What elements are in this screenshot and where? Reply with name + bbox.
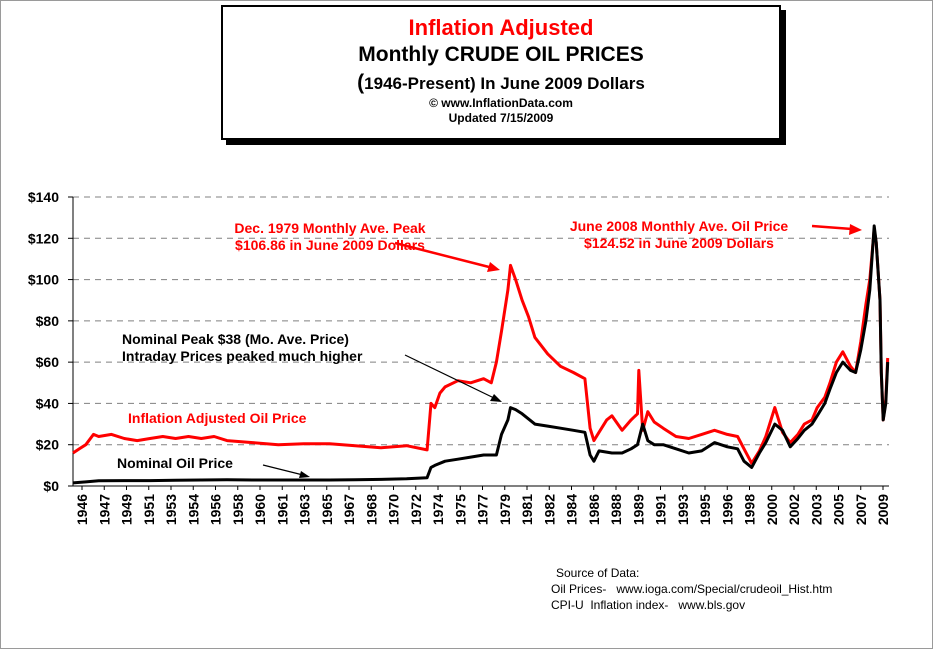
- x-tick-label: 1968: [363, 494, 379, 525]
- arrow-nominal-peak: [404, 354, 495, 399]
- label-inflation-adjusted-series: Inflation Adjusted Oil Price: [128, 410, 307, 426]
- x-tick-label: 1970: [386, 494, 402, 525]
- y-tick-label: $80: [36, 313, 60, 329]
- x-tick-label: 1953: [163, 494, 179, 525]
- x-tick-label: 2009: [875, 494, 891, 525]
- y-axis-labels: $0 $20 $40 $60 $80 $100 $120 $140: [28, 189, 59, 494]
- x-tick-label: 1996: [719, 494, 735, 525]
- x-tick-label: 1956: [208, 494, 224, 525]
- x-tick-label: 1989: [630, 494, 646, 525]
- x-tick-label: 2007: [853, 494, 869, 525]
- chart-title-line3-text: 1946-Present) In June 2009 Dollars: [364, 74, 645, 93]
- source-cpi: CPI-U Inflation index- www.bls.gov: [551, 598, 746, 612]
- chart-title-line3: (1946-Present) In June 2009 Dollars: [223, 71, 779, 95]
- title-box: Inflation Adjusted Monthly CRUDE OIL PRI…: [221, 5, 781, 140]
- x-tick-label: 1975: [452, 494, 468, 525]
- x-tick-label: 1974: [430, 494, 446, 525]
- annotation-2008-peak-line2: $124.52 in June 2009 Dollars: [584, 235, 774, 251]
- copyright-text: © www.InflationData.com: [429, 96, 573, 110]
- y-tick-label: $120: [28, 230, 59, 246]
- source-oil-prices: Oil Prices- www.ioga.com/Special/crudeoi…: [551, 582, 833, 596]
- x-tick-label: 2003: [808, 494, 824, 525]
- annotation-nominal-peak-line1: Nominal Peak $38 (Mo. Ave. Price): [122, 331, 349, 347]
- x-tick-label: 1949: [119, 494, 135, 525]
- x-tick-label: 1967: [341, 494, 357, 525]
- annotations: Dec. 1979 Monthly Ave. Peak $106.86 in J…: [117, 218, 862, 478]
- chart-title-line2: Monthly CRUDE OIL PRICES: [358, 43, 644, 66]
- x-tick-label: 1946: [74, 494, 90, 525]
- x-tick-label: 1998: [742, 494, 758, 525]
- x-tick-label: 1993: [675, 494, 691, 525]
- x-tick-label: 1991: [653, 494, 669, 525]
- annotation-nominal-peak-line2: Intraday Prices peaked much higher: [122, 348, 363, 364]
- x-tick-label: 1982: [541, 494, 557, 525]
- arrow-2008-peak: [811, 224, 853, 231]
- label-nominal-series: Nominal Oil Price: [117, 455, 233, 471]
- axes: [68, 196, 889, 490]
- x-tick-label: 1972: [408, 494, 424, 525]
- arrowhead-1979-peak: [487, 262, 500, 272]
- x-tick-label: 1981: [519, 494, 535, 525]
- x-tick-label: 1963: [297, 494, 313, 525]
- grid-lines: [73, 196, 889, 446]
- chart-title-line1: Inflation Adjusted: [408, 15, 594, 40]
- annotation-2008-peak-line1: June 2008 Monthly Ave. Oil Price: [570, 218, 789, 234]
- x-tick-label: 1986: [586, 494, 602, 525]
- x-tick-label: 1954: [185, 494, 201, 525]
- x-tick-label: 2000: [764, 494, 780, 525]
- y-tick-label: $0: [43, 478, 59, 494]
- annotation-1979-peak-line2: $106.86 in June 2009 Dollars: [235, 237, 425, 253]
- y-tick-label: $60: [36, 354, 60, 370]
- x-tick-label: 2002: [786, 494, 802, 525]
- x-tick-label: 1979: [497, 494, 513, 525]
- x-tick-label: 1947: [96, 494, 112, 525]
- x-tick-label: 1961: [274, 494, 290, 525]
- x-tick-label: 2005: [831, 494, 847, 525]
- x-tick-label: 1951: [141, 494, 157, 525]
- arrowhead-2008-peak: [849, 224, 862, 235]
- x-tick-label: 1988: [608, 494, 624, 525]
- source-heading: Source of Data:: [556, 566, 640, 580]
- updated-text: Updated 7/15/2009: [448, 111, 554, 125]
- arrow-1979-peak: [394, 241, 494, 270]
- x-tick-label: 1984: [564, 494, 580, 525]
- x-tick-label: 1977: [475, 494, 491, 525]
- arrowhead-nominal-peak: [490, 394, 502, 402]
- arrow-nominal-series: [262, 464, 304, 476]
- series-nominal-line: [72, 224, 890, 485]
- y-tick-label: $140: [28, 189, 59, 205]
- y-tick-label: $20: [36, 437, 60, 453]
- x-tick-label: 1960: [252, 494, 268, 525]
- chart-title-paren: (: [357, 71, 365, 94]
- x-tick-label: 1995: [697, 494, 713, 525]
- y-tick-label: $100: [28, 272, 59, 288]
- series-lines: [72, 224, 890, 485]
- x-tick-label: 1965: [319, 494, 335, 525]
- y-tick-label: $40: [36, 395, 60, 411]
- x-axis-labels: 1946 1947 1949 1951 1953 1954 1956 1958 1960 1961…: [74, 494, 891, 525]
- arrowhead-nominal-series: [299, 471, 310, 478]
- series-inflation-adjusted-line: [72, 227, 890, 465]
- x-tick-label: 1958: [230, 494, 246, 525]
- annotation-1979-peak-line1: Dec. 1979 Monthly Ave. Peak: [234, 220, 425, 236]
